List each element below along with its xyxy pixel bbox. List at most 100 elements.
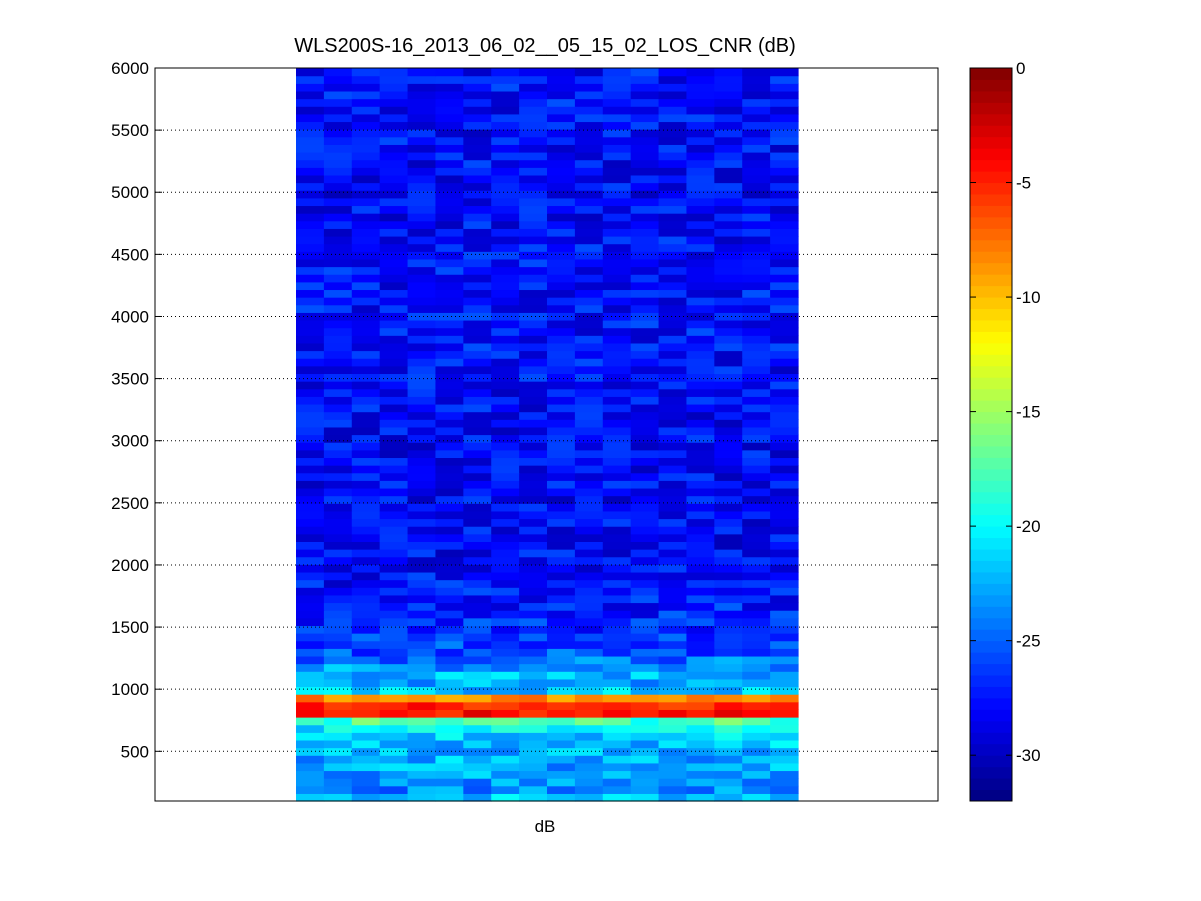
heatmap-cell: [351, 144, 381, 153]
heatmap-cell: [602, 694, 632, 703]
heatmap-cell: [686, 640, 715, 649]
heatmap-cell: [407, 648, 437, 657]
heatmap-cell: [770, 136, 799, 145]
heatmap-cell: [407, 472, 437, 481]
heatmap-cell: [714, 785, 743, 794]
heatmap-cell: [379, 655, 409, 665]
heatmap-cell: [351, 388, 381, 397]
heatmap-cell: [351, 327, 381, 336]
heatmap-cell: [379, 388, 409, 397]
heatmap-cell: [463, 182, 492, 191]
heatmap-cell: [602, 258, 632, 268]
heatmap-cell: [379, 289, 409, 298]
heatmap-cell: [491, 625, 520, 634]
heatmap-cell: [742, 297, 771, 306]
heatmap-cell: [602, 785, 632, 794]
heatmap-cell: [435, 510, 464, 520]
heatmap-cell: [686, 159, 715, 168]
heatmap-cell: [686, 579, 715, 588]
heatmap-cell: [351, 510, 381, 520]
heatmap-cell: [491, 434, 520, 443]
heatmap-cell: [351, 190, 381, 199]
heatmap-cell: [547, 205, 576, 214]
heatmap-cell: [435, 327, 464, 336]
heatmap-cell: [686, 480, 715, 489]
heatmap-cell: [463, 510, 492, 520]
heatmap-cell: [519, 579, 548, 588]
heatmap-cell: [463, 785, 492, 794]
heatmap-cell: [379, 594, 409, 604]
heatmap-cell: [463, 747, 492, 756]
heatmap-cell: [407, 419, 437, 428]
colorbar-swatch: [970, 594, 1012, 607]
heatmap-cell: [658, 289, 688, 298]
heatmap-cell: [686, 556, 715, 565]
heatmap-cell: [574, 327, 604, 336]
colorbar-swatch: [970, 148, 1012, 161]
heatmap-cell: [602, 778, 632, 787]
heatmap-cell: [742, 129, 771, 138]
heatmap-cell: [686, 388, 715, 397]
heatmap-cell: [519, 113, 548, 123]
heatmap-cell: [296, 205, 325, 214]
heatmap-cell: [686, 274, 715, 283]
heatmap-cell: [519, 151, 548, 161]
heatmap-cell: [519, 472, 548, 481]
heatmap-cell: [379, 419, 409, 428]
heatmap-cell: [379, 106, 409, 115]
heatmap-cell: [630, 701, 660, 710]
heatmap-cell: [686, 220, 715, 229]
heatmap-cell: [435, 251, 464, 260]
heatmap-cell: [463, 167, 492, 176]
heatmap-cell: [658, 213, 688, 222]
heatmap-cell: [686, 289, 715, 298]
heatmap-cell: [714, 235, 743, 245]
heatmap-cell: [602, 151, 632, 161]
heatmap-cell: [574, 281, 604, 291]
heatmap-cell: [407, 793, 437, 802]
y-tick-label: 1500: [111, 618, 149, 637]
heatmap-cell: [547, 220, 576, 229]
heatmap-cell: [547, 342, 576, 352]
heatmap-cell: [296, 266, 325, 275]
heatmap-cell: [351, 594, 381, 604]
heatmap-cell: [686, 113, 715, 123]
heatmap-cell: [602, 625, 632, 634]
heatmap-cell: [742, 289, 771, 298]
heatmap-cell: [770, 297, 799, 306]
heatmap-cell: [574, 785, 604, 794]
heatmap-cell: [407, 75, 437, 84]
heatmap-cell: [351, 480, 381, 489]
heatmap-cell: [407, 319, 437, 329]
heatmap-cell: [296, 75, 325, 84]
heatmap-cell: [686, 251, 715, 260]
heatmap-cell: [351, 793, 381, 802]
heatmap-cell: [323, 319, 353, 329]
heatmap-cell: [770, 610, 799, 619]
heatmap-cell: [547, 449, 576, 459]
heatmap-cell: [519, 526, 548, 535]
heatmap-cell: [742, 434, 771, 443]
x-axis-label: dB: [535, 817, 556, 836]
heatmap-cell: [658, 571, 688, 581]
heatmap-cell: [379, 205, 409, 214]
heatmap-cell: [323, 655, 353, 665]
heatmap-cell: [519, 556, 548, 565]
heatmap-cell: [296, 342, 325, 352]
heatmap-cell: [602, 457, 632, 466]
heatmap-cell: [407, 426, 437, 436]
colorbar-swatch: [970, 675, 1012, 687]
heatmap-cell: [770, 167, 799, 176]
heatmap-cell: [658, 319, 688, 329]
heatmap-cell: [323, 373, 353, 382]
heatmap-cell: [379, 770, 409, 779]
heatmap-cell: [463, 778, 492, 787]
heatmap-cell: [686, 449, 715, 459]
heatmap-cell: [296, 648, 325, 657]
heatmap-cell: [463, 136, 492, 145]
heatmap-cell: [742, 182, 771, 191]
heatmap-cell: [379, 732, 409, 741]
heatmap-cell: [714, 68, 743, 77]
heatmap-cell: [435, 518, 464, 527]
heatmap-cell: [630, 266, 660, 275]
